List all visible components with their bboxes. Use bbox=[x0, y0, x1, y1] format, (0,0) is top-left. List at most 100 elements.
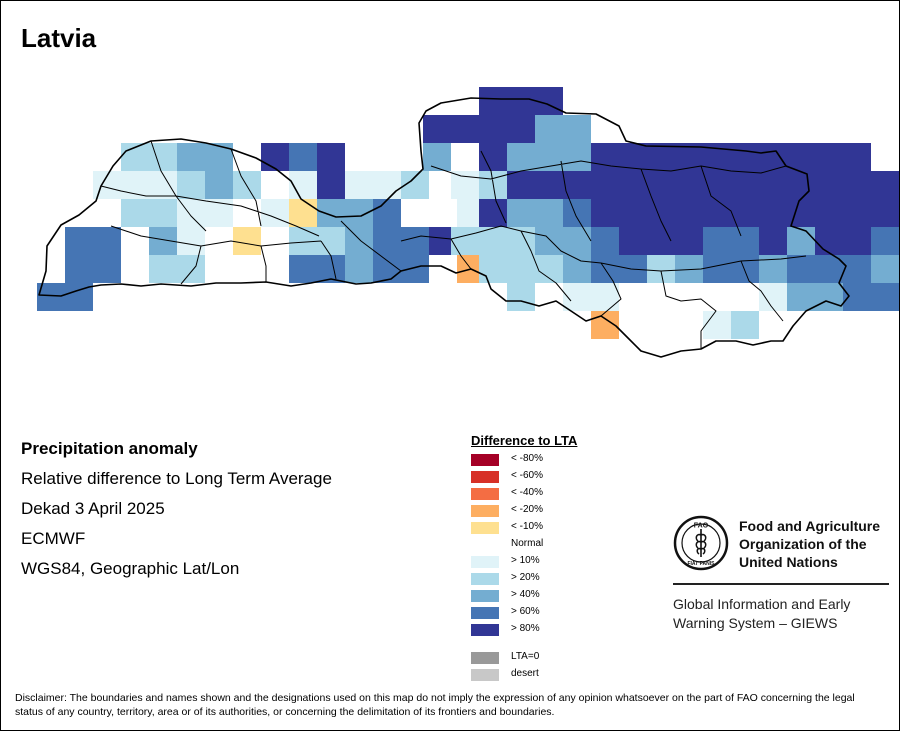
legend-item: > 40% bbox=[471, 588, 577, 605]
fao-logo-text: FAO bbox=[694, 523, 709, 530]
legend-swatch bbox=[471, 539, 499, 551]
legend-item: > 10% bbox=[471, 554, 577, 571]
legend-swatch bbox=[471, 488, 499, 500]
legend-swatch bbox=[471, 471, 499, 483]
legend-swatch bbox=[471, 454, 499, 466]
grid-cell bbox=[345, 171, 373, 199]
info-description: Relative difference to Long Term Average bbox=[21, 469, 332, 488]
grid-cell bbox=[759, 227, 787, 255]
legend-title: Difference to LTA bbox=[471, 433, 578, 448]
grid-cell bbox=[317, 199, 345, 227]
grid-cell bbox=[289, 227, 317, 255]
map-title: Latvia bbox=[21, 23, 97, 53]
grid-cell bbox=[787, 283, 815, 311]
grid-cell bbox=[703, 199, 731, 227]
legend-item: Normal bbox=[471, 537, 577, 554]
legend-item: > 80% bbox=[471, 622, 577, 639]
grid-cell bbox=[373, 171, 401, 199]
grid-cell bbox=[149, 199, 177, 227]
grid-cell bbox=[205, 171, 233, 199]
info-heading: Precipitation anomaly bbox=[21, 439, 198, 458]
grid-cell bbox=[591, 283, 619, 311]
grid-cell bbox=[787, 171, 815, 199]
grid-cell bbox=[731, 143, 759, 171]
grid-cell bbox=[619, 143, 647, 171]
grid-cell bbox=[373, 227, 401, 255]
grid-cell bbox=[647, 143, 675, 171]
legend-label: > 10% bbox=[511, 555, 540, 566]
legend-item: < -40% bbox=[471, 486, 577, 503]
fao-name-line3: United Nations bbox=[739, 554, 838, 570]
grid-cell bbox=[233, 171, 261, 199]
legend-label: > 20% bbox=[511, 572, 540, 583]
grid-cell bbox=[93, 227, 121, 255]
legend-swatch bbox=[471, 505, 499, 517]
fao-name: Food and Agriculture Organization of the… bbox=[739, 517, 899, 571]
legend-swatch bbox=[471, 652, 499, 664]
legend-spacer bbox=[471, 639, 577, 650]
grid-cell bbox=[65, 227, 93, 255]
grid-cell bbox=[759, 143, 787, 171]
grid-cell bbox=[647, 171, 675, 199]
legend-swatch bbox=[471, 590, 499, 602]
grid-cell bbox=[535, 199, 563, 227]
grid-cell bbox=[479, 199, 507, 227]
grid-cell bbox=[479, 115, 507, 143]
legend-item: < -20% bbox=[471, 503, 577, 520]
grid-cell bbox=[871, 227, 899, 255]
grid-cell bbox=[787, 227, 815, 255]
giews-line1: Global Information and Early bbox=[673, 596, 851, 612]
grid-cell bbox=[507, 255, 535, 283]
latvia-outline bbox=[38, 97, 850, 358]
grid-cell bbox=[345, 199, 373, 227]
legend-item: < -60% bbox=[471, 469, 577, 486]
grid-cell bbox=[121, 199, 149, 227]
legend-label: > 40% bbox=[511, 589, 540, 600]
grid-cell bbox=[93, 255, 121, 283]
fao-name-line2: Organization of the bbox=[739, 536, 867, 552]
grid-cell bbox=[731, 255, 759, 283]
grid-cell bbox=[205, 199, 233, 227]
grid-cell bbox=[647, 255, 675, 283]
legend-label: desert bbox=[511, 668, 539, 679]
grid-cell bbox=[401, 227, 429, 255]
grid-cell bbox=[843, 255, 871, 283]
grid-cell bbox=[177, 227, 205, 255]
disclaimer-text: Disclaimer: The boundaries and names sho… bbox=[15, 692, 855, 718]
grid-cell bbox=[177, 171, 205, 199]
grid-cell bbox=[121, 171, 149, 199]
grid-cell bbox=[451, 227, 479, 255]
grid-cell bbox=[507, 171, 535, 199]
giews-line2: Warning System – GIEWS bbox=[673, 615, 838, 631]
grid-cell bbox=[507, 115, 535, 143]
grid-cell bbox=[535, 115, 563, 143]
fao-logo-icon: FAO FIAT PANIS bbox=[673, 515, 729, 571]
legend-label: > 60% bbox=[511, 606, 540, 617]
precipitation-map bbox=[37, 87, 899, 358]
fao-logo-motto: FIAT PANIS bbox=[687, 561, 715, 567]
grid-cell bbox=[787, 255, 815, 283]
region-borders bbox=[100, 140, 807, 349]
legend-item: < -10% bbox=[471, 520, 577, 537]
map-legend: Difference to LTA < -80% < -60% < -40% < -2… bbox=[471, 433, 577, 684]
grid-cell bbox=[815, 143, 843, 171]
fao-name-line1: Food and Agriculture bbox=[739, 518, 881, 534]
legend-label: < -20% bbox=[511, 504, 543, 515]
grid-cell bbox=[423, 115, 451, 143]
grid-cell bbox=[871, 199, 899, 227]
grid-cell bbox=[591, 171, 619, 199]
legend-label: > 80% bbox=[511, 623, 540, 634]
grid-cell bbox=[871, 283, 899, 311]
grid-cell bbox=[177, 143, 205, 171]
legend-extra-items: LTA=0 desert bbox=[471, 650, 577, 684]
fao-divider bbox=[673, 583, 889, 585]
grid-cell bbox=[423, 143, 451, 171]
grid-cell bbox=[261, 143, 289, 171]
legend-swatch bbox=[471, 522, 499, 534]
grid-cell bbox=[619, 171, 647, 199]
grid-cell bbox=[591, 227, 619, 255]
grid-cell bbox=[843, 227, 871, 255]
grid-cell bbox=[317, 171, 345, 199]
legend-item: > 20% bbox=[471, 571, 577, 588]
